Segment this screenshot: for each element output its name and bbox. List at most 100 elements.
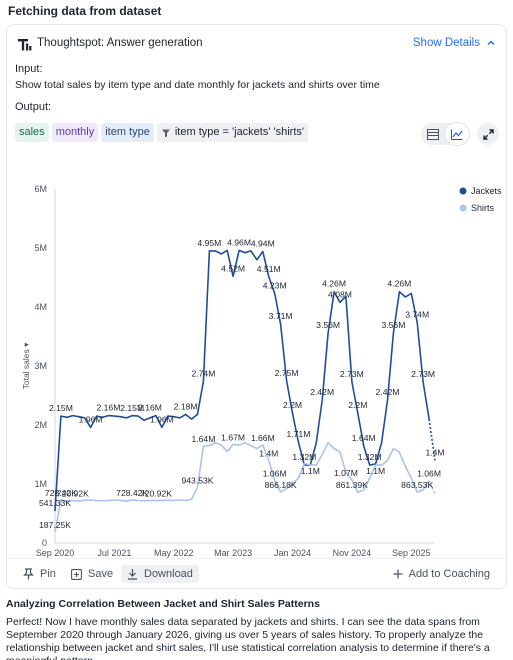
data-label: 3.74M <box>405 309 429 319</box>
data-label: 4.23M <box>263 280 287 290</box>
download-label: Download <box>144 568 193 580</box>
token-filter[interactable]: item type = 'jackets' 'shirts' <box>156 123 308 142</box>
data-label: 943.53K <box>181 475 213 485</box>
data-label: 4.52M <box>221 263 245 273</box>
series-line-shirts <box>54 441 430 533</box>
data-label: 1.64M <box>352 433 376 443</box>
x-tick-label: Jul 2021 <box>97 548 131 558</box>
data-label: 2.73M <box>411 369 435 379</box>
data-label: 3.56M <box>316 320 340 330</box>
data-label: 1.64M <box>191 434 215 444</box>
chart: 0 1M 2M 3M 4M 5M 6M Sep 2020 Jul 2021 May 2022 Mar… <box>15 153 505 577</box>
x-tick-label: Sep 2020 <box>36 548 75 558</box>
data-label: 2.73M <box>340 369 364 379</box>
data-label: 1.32M <box>358 452 382 462</box>
series-line-jackets <box>54 249 430 512</box>
save-label: Save <box>88 568 114 580</box>
data-label: 187.25K <box>39 520 71 530</box>
y-tick-label: 3M <box>34 361 47 371</box>
y-tick-label: 5M <box>34 243 47 253</box>
line-chart-icon <box>451 129 463 140</box>
data-label: 720.92K <box>57 488 89 498</box>
expand-button[interactable] <box>477 123 499 145</box>
data-label: 4.95M <box>197 238 221 248</box>
data-label: 1.06M <box>417 468 441 478</box>
pin-label: Pin <box>40 568 56 580</box>
analysis-text: Perfect! Now I have monthly sales data s… <box>6 616 490 660</box>
thoughtspot-logo-icon <box>18 39 32 51</box>
x-tick-label: May 2022 <box>154 548 194 558</box>
x-tick-label: Sep 2025 <box>392 548 431 558</box>
table-icon <box>427 128 439 140</box>
data-label: 1.96M <box>79 414 103 424</box>
x-tick-label: Jan 2024 <box>274 548 311 558</box>
data-label: 1.1M <box>366 466 385 476</box>
data-label: 2.74M <box>191 368 215 378</box>
chevron-up-icon <box>487 40 495 46</box>
legend-marker-shirts <box>459 204 467 212</box>
data-label: 720.92K <box>140 488 172 498</box>
x-tick-label: Mar 2023 <box>214 548 252 558</box>
data-label: 1.4M <box>259 448 278 458</box>
card-title: Thoughtspot: Answer generation <box>37 37 203 49</box>
data-label: 866.18K <box>265 480 297 490</box>
data-label: 2.16M <box>138 403 162 413</box>
data-label: 1.4M <box>425 447 444 457</box>
series-dashed-segment-jackets <box>428 418 436 461</box>
show-details-button[interactable]: Show Details <box>413 37 496 49</box>
filter-icon <box>161 129 170 137</box>
data-label: 2.75M <box>275 368 299 378</box>
data-label: 1.67M <box>221 432 245 442</box>
table-view-button[interactable] <box>421 123 445 145</box>
filter-label: item type = 'jackets' 'shirts' <box>174 126 304 138</box>
pin-icon <box>23 568 34 580</box>
legend-marker-jackets <box>459 187 467 195</box>
save-button[interactable]: Save <box>65 565 119 583</box>
data-label: 3.71M <box>269 311 293 321</box>
data-label: 1.66M <box>251 433 275 443</box>
data-label: 2.15M <box>49 403 73 413</box>
data-label: 4.94M <box>251 239 275 249</box>
expand-icon <box>482 128 494 140</box>
data-label: 2.42M <box>376 387 400 397</box>
token-monthly[interactable]: monthly <box>51 123 99 142</box>
show-details-label: Show Details <box>412 37 480 49</box>
data-label: 863.53K <box>401 480 433 490</box>
answer-card: Thoughtspot: Answer generation Show Deta… <box>6 24 507 589</box>
data-label: 2.15M <box>120 403 144 413</box>
data-label: 1.07M <box>334 468 358 478</box>
series-dashed-segment-shirts <box>428 480 436 495</box>
data-label: 1.06M <box>263 468 287 478</box>
data-label: 2.2M <box>348 400 367 410</box>
data-label: 1.1M <box>301 466 320 476</box>
pin-button[interactable]: Pin <box>17 565 62 583</box>
view-toggle <box>421 123 469 145</box>
data-label: 4.96M <box>227 237 251 247</box>
coaching-label: Add to Coaching <box>408 568 490 580</box>
line-chart: 0 1M 2M 3M 4M 5M 6M Sep 2020 Jul 2021 May 2022 Mar… <box>21 184 502 577</box>
data-label: 728.42K <box>116 488 148 498</box>
data-label: 2.2M <box>283 400 302 410</box>
data-label: 861.39K <box>336 480 368 490</box>
data-label: 541.33K <box>39 498 71 508</box>
legend-label-shirts: Shirts <box>471 203 495 213</box>
analysis-title: Analyzing Correlation Between Jacket and… <box>6 598 320 610</box>
x-tick-label: Nov 2024 <box>333 548 372 558</box>
y-tick-label: 0 <box>42 538 47 548</box>
add-to-coaching-button[interactable]: Add to Coaching <box>387 565 496 583</box>
data-label: 1.96M <box>150 414 174 424</box>
download-button[interactable]: Download <box>121 565 199 583</box>
input-label: Input: <box>15 63 43 75</box>
token-sales[interactable]: sales <box>15 123 49 142</box>
data-label: 4.51M <box>257 264 281 274</box>
card-header: Thoughtspot: Answer generation Show Deta… <box>7 25 506 61</box>
token-item-type[interactable]: item type <box>101 123 154 142</box>
save-icon <box>71 568 82 580</box>
y-axis-title: Total sales ▾ <box>21 342 31 390</box>
chart-view-button[interactable] <box>445 123 469 145</box>
data-label: 3.56M <box>381 320 405 330</box>
data-label: 728.42K <box>45 488 77 498</box>
query-text: Show total sales by item type and date m… <box>15 79 380 91</box>
legend-label-jackets: Jackets <box>471 186 502 196</box>
y-tick-label: 6M <box>34 184 47 194</box>
